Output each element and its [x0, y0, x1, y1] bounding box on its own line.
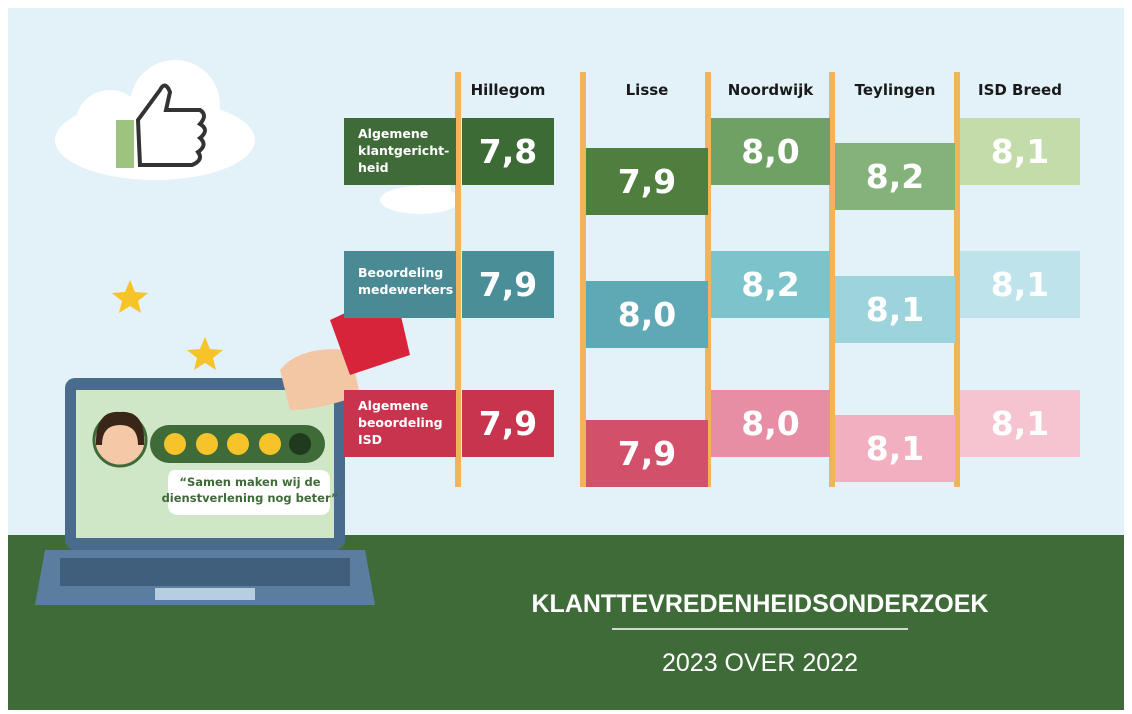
column-header: ISD Breed — [978, 81, 1062, 99]
score-value: 8,2 — [866, 157, 924, 196]
quote-line: “Samen maken wij de — [179, 475, 320, 489]
score-value: 8,1 — [991, 404, 1049, 443]
column-line — [580, 72, 586, 487]
infographic: “Samen maken wij de dienstverlening nog … — [0, 0, 1132, 714]
row-label: Algemene — [358, 398, 428, 413]
column-header: Noordwijk — [728, 81, 814, 99]
score-value: 8,0 — [741, 132, 799, 171]
row-label: klantgericht- — [358, 143, 449, 158]
score-value: 7,9 — [618, 162, 676, 201]
score-value: 7,9 — [479, 404, 537, 443]
score-value: 8,1 — [991, 265, 1049, 304]
column-header: Lisse — [626, 81, 669, 99]
score-value: 8,2 — [741, 265, 799, 304]
row-label: heid — [358, 160, 389, 175]
row-label: beoordeling — [358, 415, 443, 430]
score-value: 8,0 — [618, 295, 676, 334]
title: KLANTTEVREDENHEIDSONDERZOEK — [532, 590, 989, 618]
score-value: 7,9 — [618, 434, 676, 473]
row-label: medewerkers — [358, 282, 453, 297]
subtitle: 2023 OVER 2022 — [662, 649, 858, 677]
column-header: Teylingen — [855, 81, 936, 99]
score-grid: Hillegom Lisse Noordwijk Teylingen ISD Breed… — [344, 72, 1080, 487]
row-label: Beoordeling — [358, 265, 443, 280]
score-value: 8,1 — [991, 132, 1049, 171]
quote-line: dienstverlening nog beter” — [162, 491, 339, 505]
score-value: 7,8 — [479, 132, 537, 171]
score-value: 7,9 — [479, 265, 537, 304]
column-header: Hillegom — [471, 81, 546, 99]
score-value: 8,1 — [866, 429, 924, 468]
row-label: ISD — [358, 432, 382, 447]
score-value: 8,1 — [866, 290, 924, 329]
score-value: 8,0 — [741, 404, 799, 443]
row-label: Algemene — [358, 126, 428, 141]
